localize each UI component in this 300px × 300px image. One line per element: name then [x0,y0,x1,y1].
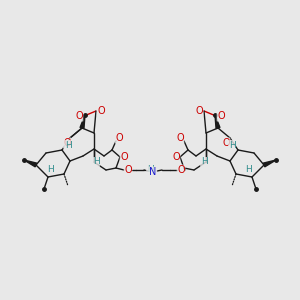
Text: O: O [172,152,180,162]
Text: H: H [246,166,252,175]
Polygon shape [215,115,220,128]
Text: H: H [93,158,99,166]
Text: H: H [229,140,236,149]
Text: O: O [120,152,128,162]
Polygon shape [80,115,85,128]
Text: O: O [217,111,225,121]
Polygon shape [24,160,37,167]
Text: N: N [149,167,157,177]
Polygon shape [263,160,276,167]
Text: O: O [124,165,132,175]
Text: O: O [75,111,83,121]
Text: O: O [63,138,71,148]
Text: O: O [97,106,105,116]
Text: H: H [147,164,153,173]
Text: O: O [177,165,185,175]
Text: O: O [115,133,123,143]
Text: O: O [176,133,184,143]
Text: H: H [48,166,54,175]
Text: H: H [201,158,207,166]
Text: H: H [64,140,71,149]
Text: O: O [195,106,203,116]
Text: O: O [222,138,230,148]
